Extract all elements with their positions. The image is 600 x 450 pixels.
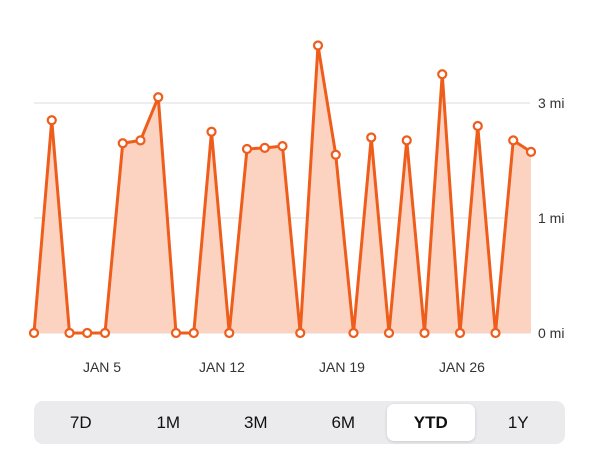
data-point (525, 146, 537, 157)
data-point (170, 327, 182, 339)
data-point (472, 120, 483, 132)
data-point (508, 135, 519, 146)
data-point (277, 141, 288, 152)
range-option-1y[interactable]: 1Y (475, 404, 563, 441)
data-point (259, 142, 270, 153)
data-point (401, 135, 412, 146)
data-point (437, 69, 448, 80)
x-axis-labels: JAN 5 JAN 12 JAN 19 JAN 26 (83, 359, 485, 375)
chart-points (28, 40, 537, 339)
y-tick-label: 3 mi (538, 95, 564, 111)
data-point (135, 135, 146, 146)
data-point (117, 138, 128, 149)
activity-area-chart: 0 mi 1 mi 3 mi JAN 5 JAN 12 JAN 19 JAN 26 (28, 40, 564, 375)
range-option-7d[interactable]: 7D (37, 404, 125, 441)
time-range-selector: 7D 1M 3M 6M YTD 1Y (34, 401, 565, 444)
data-point (82, 327, 93, 339)
data-point (490, 327, 501, 339)
range-option-6m[interactable]: 6M (300, 404, 388, 441)
data-point (295, 327, 306, 339)
range-option-3m[interactable]: 3M (212, 404, 300, 441)
y-tick-label: 1 mi (538, 210, 564, 226)
area-fill (34, 45, 531, 333)
x-tick-label: JAN 26 (439, 359, 485, 375)
data-point (330, 149, 341, 160)
data-point (348, 327, 359, 339)
x-tick-label: JAN 19 (319, 359, 365, 375)
range-option-ytd[interactable]: YTD (387, 404, 475, 441)
data-point (46, 115, 57, 126)
data-point (28, 327, 40, 339)
data-point (419, 327, 430, 339)
data-point (188, 327, 199, 339)
x-tick-label: JAN 12 (199, 359, 245, 375)
data-point (366, 132, 377, 143)
data-point (206, 126, 217, 137)
data-point (64, 327, 75, 339)
data-point (312, 40, 324, 51)
data-point (99, 327, 111, 339)
data-point (224, 327, 235, 339)
x-tick-label: JAN 5 (83, 359, 121, 375)
data-point (241, 143, 253, 155)
y-tick-label: 0 mi (538, 325, 564, 341)
data-point (454, 327, 466, 339)
y-axis-labels: 0 mi 1 mi 3 mi (538, 95, 564, 341)
data-point (383, 327, 395, 339)
range-option-1m[interactable]: 1M (125, 404, 213, 441)
chart-area (34, 45, 531, 333)
data-point (153, 92, 164, 103)
